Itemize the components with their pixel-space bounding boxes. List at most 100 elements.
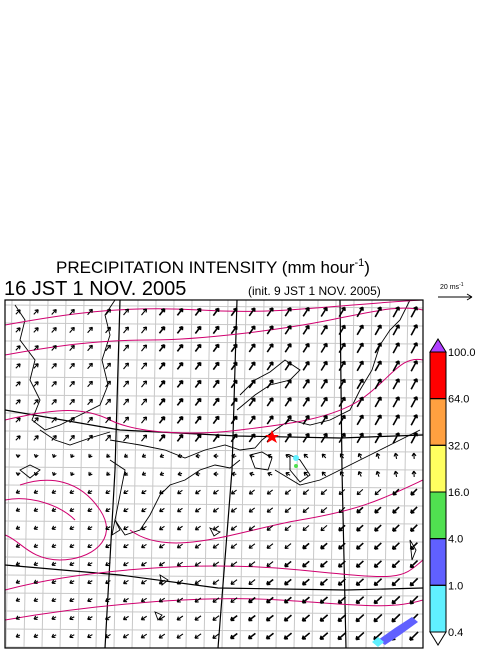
wind-arrow [231, 453, 237, 459]
wind-arrow [15, 399, 21, 405]
wind-arrow [104, 633, 111, 639]
wind-arrow [159, 453, 165, 459]
wind-arrow [15, 472, 21, 476]
wind-arrow [194, 433, 202, 442]
wind-arrow [374, 488, 382, 496]
wind-arrow [283, 632, 293, 640]
wind-arrow [69, 308, 75, 315]
wind-arrow [158, 416, 166, 424]
wind-arrow [15, 579, 21, 584]
wind-arrow [266, 489, 274, 495]
grid-line [5, 448, 423, 453]
wind-arrow [266, 578, 274, 586]
wind-arrow [392, 324, 400, 336]
wind-arrow [374, 360, 382, 372]
wind-arrow [247, 632, 256, 640]
grid-line [131, 300, 139, 648]
wind-arrow [123, 326, 130, 334]
wind-arrow [230, 579, 238, 585]
wind-arrow [320, 306, 328, 317]
grid-line [293, 300, 301, 648]
wind-arrow [141, 453, 147, 458]
wind-arrow [69, 489, 75, 494]
wind-arrow [176, 415, 184, 424]
precipitation [293, 455, 418, 647]
wind-arrow [339, 453, 345, 459]
wind-arrow [284, 397, 292, 407]
wind-arrow [33, 381, 39, 387]
wind-arrow [33, 345, 39, 351]
init-time: (init. 9 JST 1 NOV. 2005) [248, 284, 381, 298]
wind-arrow [301, 632, 311, 640]
wind-arrow [355, 596, 365, 605]
grid-line [5, 484, 423, 489]
wind-arrow [355, 578, 365, 586]
wind-arrow [141, 543, 147, 549]
wind-arrow [249, 453, 255, 459]
wind-arrow [176, 543, 183, 549]
wind-arrow [374, 524, 382, 532]
wind-arrow [212, 597, 220, 603]
wind-arrow [33, 615, 39, 620]
wind-arrow [410, 488, 418, 496]
wind-arrow [123, 362, 130, 370]
wind-arrow [15, 363, 21, 369]
wind-arrow [248, 361, 256, 371]
wind-arrow [338, 342, 346, 354]
wind-arrow [338, 324, 346, 336]
wind-arrow [320, 378, 328, 389]
wind-arrow [338, 414, 346, 426]
wind-arrow [265, 614, 274, 622]
wind-arrow [391, 613, 401, 623]
wind-arrow [355, 542, 364, 550]
coastline [14, 300, 421, 621]
wind-arrow [320, 524, 328, 532]
colorbar-label: 100.0 [448, 347, 476, 359]
wind-arrow [266, 307, 274, 317]
grid-line [5, 592, 423, 597]
wind-arrow [267, 471, 273, 477]
wind-arrow [105, 507, 111, 513]
wind-arrow [177, 507, 183, 513]
wind-arrow [356, 414, 364, 426]
wind-arrow [373, 542, 382, 550]
wind-arrow [338, 378, 346, 390]
wind-arrow [356, 378, 364, 390]
wind-arrow [284, 525, 292, 531]
wind-arrow [302, 507, 310, 513]
wind-arrow [337, 632, 347, 641]
wind-arrow [87, 489, 93, 494]
grid-line [23, 300, 31, 648]
wind-arrow [195, 453, 201, 459]
wind-arrow [356, 506, 364, 514]
wind-arrow [141, 380, 148, 388]
wind-arrow [355, 613, 365, 623]
wind-arrow [105, 543, 111, 549]
wind-arrow [338, 489, 346, 496]
map-frame [4, 299, 424, 649]
wind-arrow [212, 325, 220, 335]
wind-arrow [140, 633, 148, 639]
wind-arrow [410, 324, 418, 336]
wind-arrow [33, 309, 39, 315]
wind-arrow [123, 398, 130, 406]
wind-arrow [284, 543, 292, 550]
wind-arrow [141, 416, 148, 424]
wind-arrow [51, 435, 57, 441]
wind-arrow [374, 378, 382, 390]
wind-arrow [15, 417, 21, 423]
wind-arrow [33, 507, 39, 512]
wind-arrow [69, 434, 75, 441]
wind-arrow [230, 614, 238, 622]
grid-line [5, 556, 423, 561]
wind-arrow [105, 525, 111, 531]
wind-arrow [158, 344, 166, 352]
wind-arrow [141, 489, 147, 495]
wind-arrow [212, 543, 220, 549]
wind-arrow [194, 615, 202, 621]
wind-arrow [88, 471, 93, 476]
wind-arrow [33, 471, 39, 476]
grid-line [5, 322, 423, 327]
wind-arrow [33, 525, 39, 530]
wind-arrow [284, 325, 292, 335]
